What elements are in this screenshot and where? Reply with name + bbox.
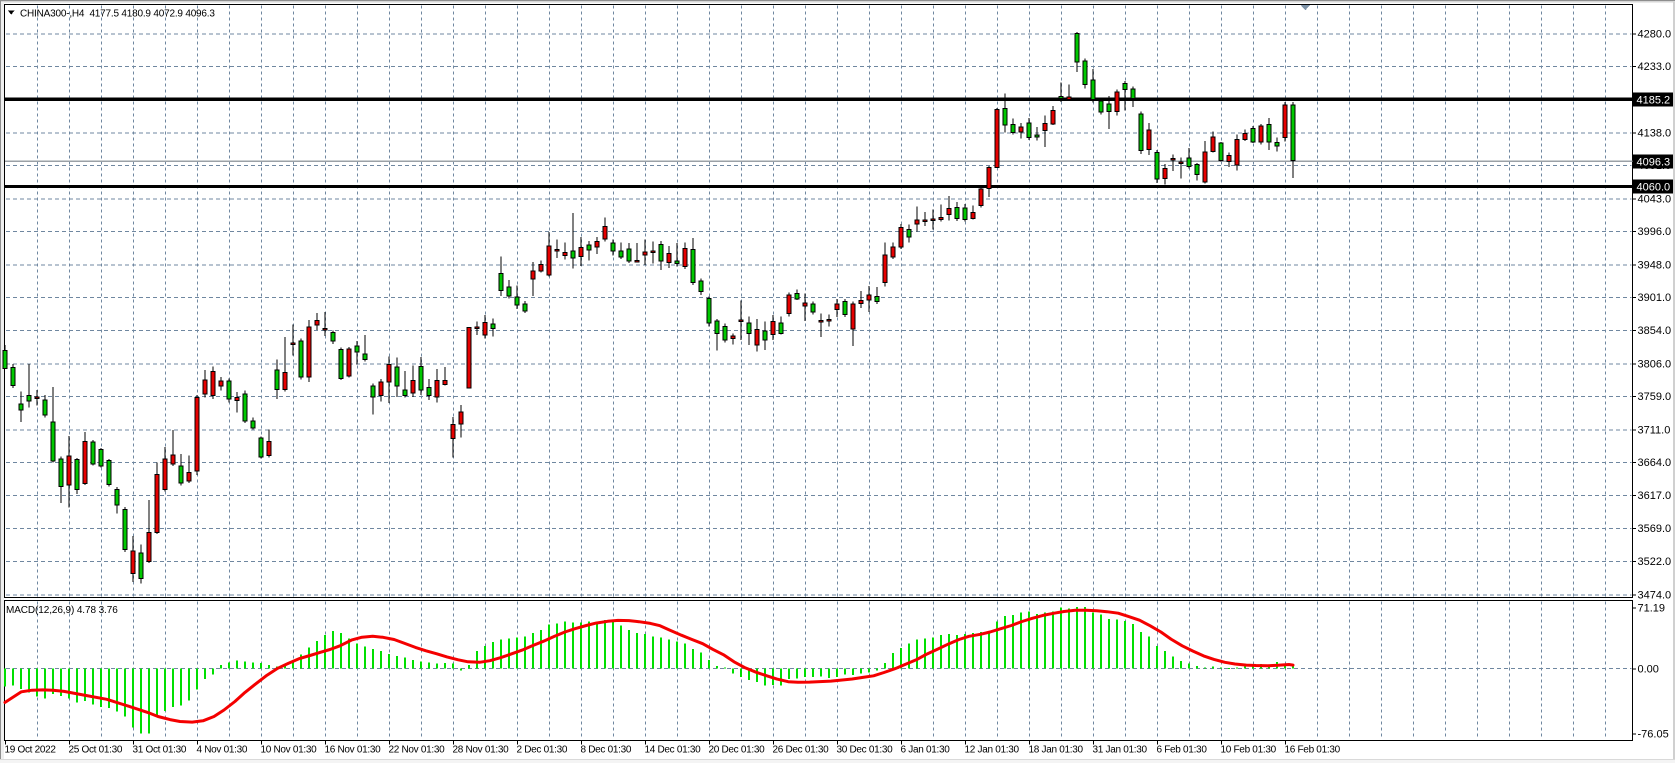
svg-text:6 Jan 01:30: 6 Jan 01:30 [901,745,951,756]
svg-text:10 Nov 01:30: 10 Nov 01:30 [261,745,318,756]
svg-text:3759.0: 3759.0 [1638,391,1672,403]
svg-text:19 Oct 2022: 19 Oct 2022 [5,745,57,756]
svg-text:4138.0: 4138.0 [1638,127,1672,139]
svg-text:MACD(12,26,9) 4.78 3.76: MACD(12,26,9) 4.78 3.76 [6,605,118,616]
svg-text:12 Jan 01:30: 12 Jan 01:30 [965,745,1020,756]
svg-text:31 Oct 01:30: 31 Oct 01:30 [133,745,187,756]
svg-text:6 Feb 01:30: 6 Feb 01:30 [1157,745,1208,756]
svg-text:3474.0: 3474.0 [1638,589,1672,601]
svg-text:18 Jan 01:30: 18 Jan 01:30 [1029,745,1084,756]
svg-text:4060.0: 4060.0 [1637,182,1671,194]
svg-text:16 Feb 01:30: 16 Feb 01:30 [1285,745,1341,756]
svg-text:71.19: 71.19 [1638,602,1666,614]
svg-text:20 Dec 01:30: 20 Dec 01:30 [709,745,766,756]
svg-text:28 Nov 01:30: 28 Nov 01:30 [453,745,510,756]
svg-text:3664.0: 3664.0 [1638,457,1672,469]
svg-text:16 Nov 01:30: 16 Nov 01:30 [325,745,382,756]
svg-text:3854.0: 3854.0 [1638,325,1672,337]
svg-text:8 Dec 01:30: 8 Dec 01:30 [581,745,632,756]
svg-text:3617.0: 3617.0 [1638,490,1672,502]
svg-text:2 Dec 01:30: 2 Dec 01:30 [517,745,568,756]
svg-text:3522.0: 3522.0 [1638,556,1672,568]
svg-text:3996.0: 3996.0 [1638,226,1672,238]
svg-text:4096.3: 4096.3 [1637,156,1671,168]
svg-text:3711.0: 3711.0 [1638,424,1671,436]
svg-text:31 Jan 01:30: 31 Jan 01:30 [1093,745,1148,756]
svg-text:4185.2: 4185.2 [1637,95,1671,107]
svg-text:-76.05: -76.05 [1638,729,1669,741]
svg-text:26 Dec 01:30: 26 Dec 01:30 [773,745,830,756]
svg-text:0.00: 0.00 [1638,663,1659,675]
svg-text:3806.0: 3806.0 [1638,358,1672,370]
svg-text:25 Oct 01:30: 25 Oct 01:30 [69,745,123,756]
svg-text:14 Dec 01:30: 14 Dec 01:30 [645,745,702,756]
svg-text:3948.0: 3948.0 [1638,260,1672,272]
svg-text:4233.0: 4233.0 [1638,61,1672,73]
svg-text:3569.0: 3569.0 [1638,523,1672,535]
svg-text:4280.0: 4280.0 [1638,29,1672,41]
svg-text:10 Feb 01:30: 10 Feb 01:30 [1221,745,1277,756]
svg-text:30 Dec 01:30: 30 Dec 01:30 [837,745,894,756]
svg-text:3901.0: 3901.0 [1638,292,1672,304]
svg-text:4 Nov 01:30: 4 Nov 01:30 [197,745,248,756]
svg-text:22 Nov 01:30: 22 Nov 01:30 [389,745,446,756]
svg-text:4043.0: 4043.0 [1638,193,1672,205]
svg-text:CHINA300-,H4 4177.5 4180.9 40: CHINA300-,H4 4177.5 4180.9 4072.9 4096.3 [20,8,215,19]
